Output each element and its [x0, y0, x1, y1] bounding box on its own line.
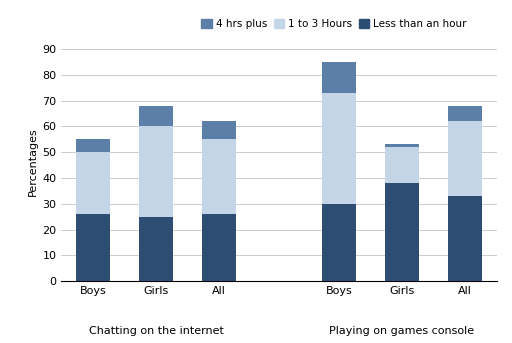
Text: Chatting on the internet: Chatting on the internet: [89, 326, 223, 336]
Bar: [322, 62, 356, 93]
Bar: [202, 121, 237, 139]
Bar: [448, 196, 482, 281]
Text: Playing on games console: Playing on games console: [329, 326, 475, 336]
Bar: [76, 152, 110, 214]
Bar: [448, 121, 482, 196]
Bar: [385, 147, 419, 183]
Bar: [385, 183, 419, 281]
Bar: [76, 139, 110, 152]
Bar: [385, 144, 419, 147]
Bar: [76, 214, 110, 281]
Y-axis label: Percentages: Percentages: [28, 127, 38, 196]
Bar: [139, 106, 174, 126]
Bar: [322, 204, 356, 281]
Bar: [202, 214, 237, 281]
Bar: [322, 93, 356, 204]
Bar: [202, 139, 237, 214]
Bar: [448, 106, 482, 121]
Bar: [139, 217, 174, 281]
Legend: 4 hrs plus, 1 to 3 Hours, Less than an hour: 4 hrs plus, 1 to 3 Hours, Less than an h…: [197, 15, 471, 34]
Bar: [139, 126, 174, 217]
